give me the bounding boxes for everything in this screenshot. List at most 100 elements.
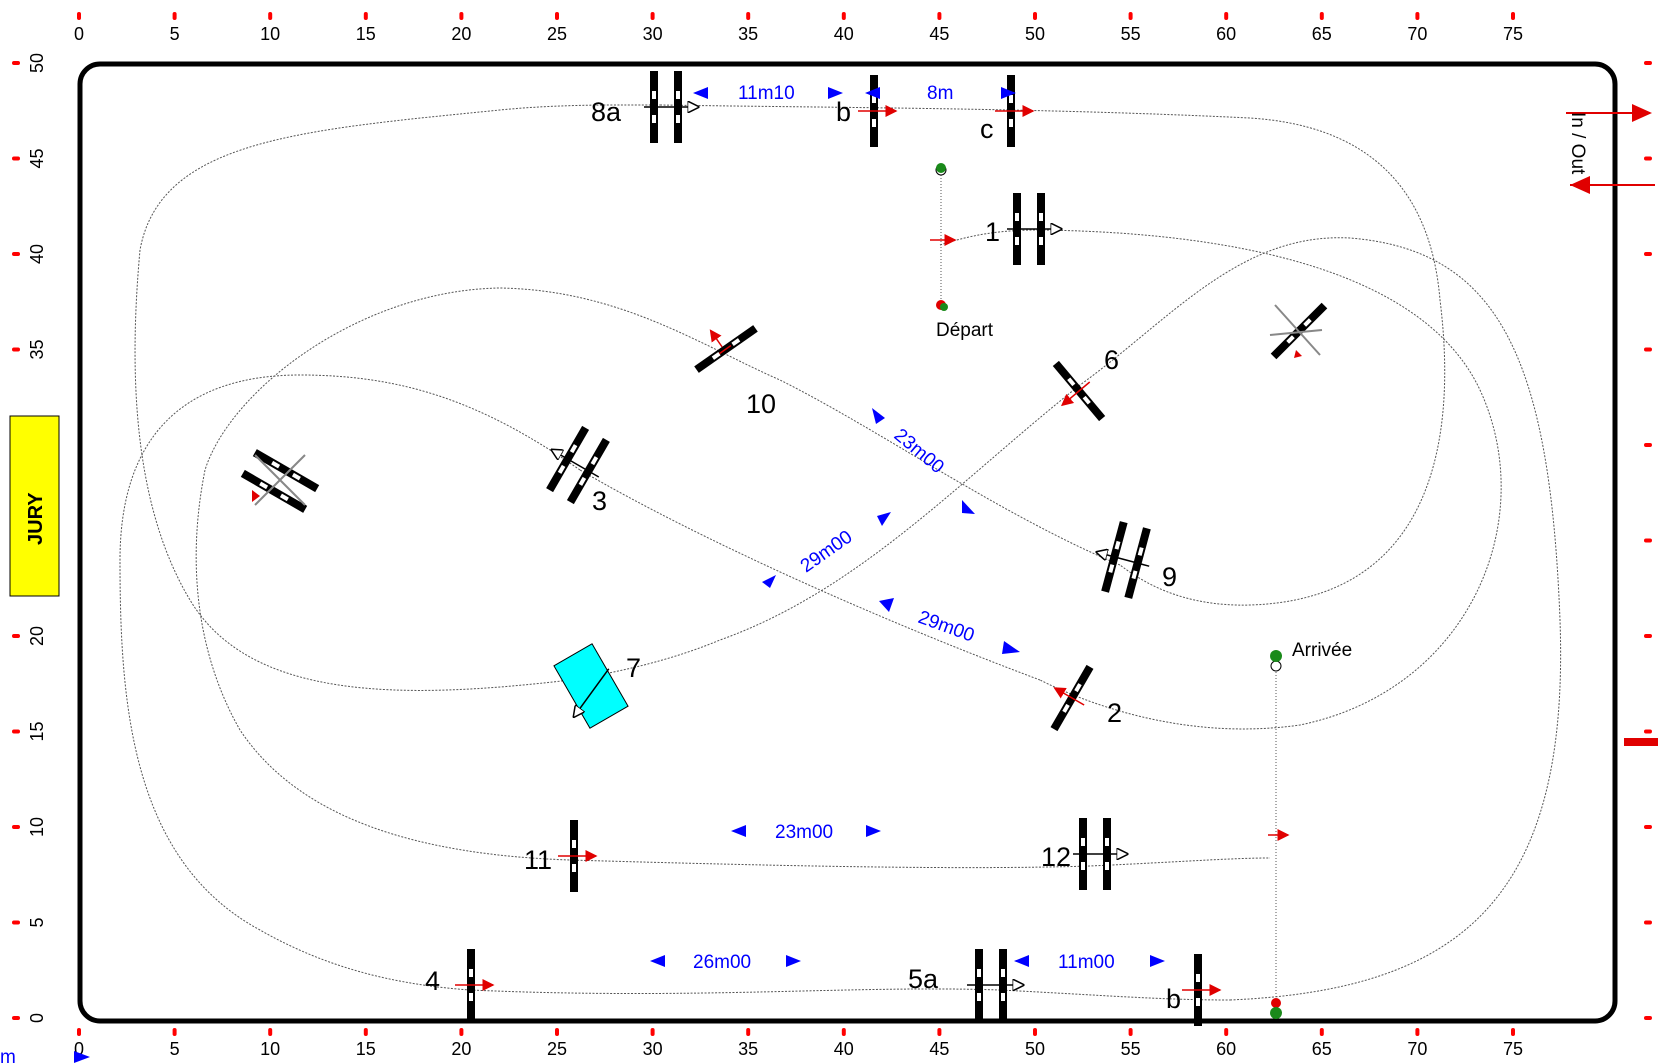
arena-border	[77, 61, 1618, 1024]
unused-obstacle-left	[240, 449, 320, 513]
y-tick-label: 10	[27, 817, 47, 837]
obstacle-8b: b	[836, 75, 898, 147]
y-tick-label: 15	[27, 721, 47, 741]
corner-fragment: m	[0, 1047, 90, 1064]
obstacle-3-number: 3	[592, 486, 607, 516]
distance-8b-8c: 8m	[865, 83, 1016, 104]
obstacle-5b-letter: b	[1166, 984, 1181, 1014]
x-tick-label: 40	[834, 1039, 854, 1059]
distance-11-12: 23m00	[731, 822, 881, 843]
x-ruler-tick	[1224, 1028, 1229, 1036]
y-ruler-tick	[12, 920, 20, 925]
y-tick-label: 35	[27, 339, 47, 359]
x-tick-label: 15	[356, 1039, 376, 1059]
entrance-exit: In / Out	[1566, 104, 1658, 746]
distance-7-6: 29m00	[762, 512, 891, 588]
svg-text:26m00: 26m00	[693, 952, 751, 973]
obstacle-5b: b	[1166, 954, 1222, 1026]
start-label: Départ	[936, 320, 994, 341]
x-ruler-tick	[937, 1028, 942, 1036]
obstacle-2: 2	[1050, 664, 1122, 732]
y-ruler-tick-right	[1644, 920, 1652, 925]
distance-4-5a: 26m00	[650, 952, 801, 973]
x-ruler-tick	[172, 1028, 177, 1036]
x-tick-label: 20	[451, 24, 471, 44]
obstacle-2-number: 2	[1107, 698, 1122, 728]
x-ruler-tick	[172, 12, 177, 20]
x-tick-label: 30	[643, 24, 663, 44]
track-9-to-10	[195, 287, 1121, 861]
x-tick-label: 70	[1407, 1039, 1427, 1059]
track-1-to-2	[1039, 229, 1502, 730]
x-axis-ruler-bottom: 0 5 10 15 20 25 30 35 40 45 50 55 60 65 70 75	[74, 1028, 1523, 1059]
x-ruler-tick	[77, 1028, 81, 1036]
x-ruler-tick	[1128, 12, 1133, 20]
x-tick-label: 65	[1312, 1039, 1332, 1059]
x-tick-label: 0	[74, 24, 84, 44]
x-tick-label: 50	[1025, 24, 1045, 44]
track-start-to-1	[939, 229, 1041, 246]
x-tick-label: 50	[1025, 1039, 1045, 1059]
x-tick-label: 75	[1503, 1039, 1523, 1059]
x-tick-label: 65	[1312, 24, 1332, 44]
x-ruler-tick	[459, 1028, 464, 1036]
x-tick-label: 40	[834, 24, 854, 44]
obstacle-8c: c	[980, 75, 1035, 147]
x-ruler-tick	[1415, 12, 1420, 20]
obstacle-8a-number: 8a	[591, 97, 622, 127]
svg-text:8m: 8m	[927, 83, 953, 104]
y-ruler-tick	[12, 1016, 20, 1020]
finish-line: Arrivée	[1268, 640, 1352, 1019]
distance-5a-5b: 11m00	[1014, 952, 1165, 973]
y-ruler-tick-right	[1644, 1016, 1652, 1020]
x-ruler-tick	[937, 12, 942, 20]
x-tick-label: 25	[547, 24, 567, 44]
x-ruler-tick	[555, 12, 559, 20]
x-ruler-tick	[1033, 12, 1037, 20]
x-tick-label: 5	[170, 24, 180, 44]
start-line: Départ	[930, 163, 994, 341]
x-tick-label: 35	[738, 24, 758, 44]
track-11-to-12	[569, 857, 1271, 869]
obstacle-5a: 5a	[908, 949, 1023, 1021]
x-tick-label: 20	[451, 1039, 471, 1059]
x-tick-label: 45	[929, 1039, 949, 1059]
y-tick-label: 5	[27, 917, 47, 927]
obstacle-6: 6	[1052, 345, 1119, 422]
x-ruler-tick	[1415, 1028, 1420, 1036]
x-ruler-tick	[1319, 1028, 1324, 1036]
entrance-label: In / Out	[1567, 112, 1588, 175]
obstacle-5a-number: 5a	[908, 964, 939, 994]
x-tick-label: 10	[260, 1039, 280, 1059]
x-ruler-tick	[841, 1028, 846, 1036]
distance-8a-8b: 11m10	[693, 83, 843, 104]
x-tick-label: 75	[1503, 24, 1523, 44]
y-ruler-tick	[12, 634, 20, 638]
x-tick-label: 55	[1121, 1039, 1141, 1059]
svg-text:23m00: 23m00	[890, 425, 948, 478]
svg-text:m: m	[0, 1047, 16, 1064]
svg-text:11m10: 11m10	[738, 83, 795, 104]
finish-label: Arrivée	[1292, 640, 1352, 661]
unused-obstacle-right	[1269, 302, 1328, 360]
jury-label: JURY	[25, 492, 47, 545]
track-4-to-5b	[469, 988, 1231, 1001]
y-ruler-tick	[12, 729, 20, 734]
obstacle-7: 7	[553, 643, 641, 729]
obstacle-1-number: 1	[985, 217, 1000, 247]
y-tick-label: 45	[27, 148, 47, 168]
x-tick-label: 35	[738, 1039, 758, 1059]
x-tick-label: 5	[170, 1039, 180, 1059]
y-tick-label: 0	[27, 1013, 47, 1023]
x-ruler-tick	[1128, 1028, 1133, 1036]
x-tick-label: 0	[74, 1039, 84, 1059]
x-tick-label: 70	[1407, 24, 1427, 44]
x-ruler-tick	[1033, 1028, 1037, 1036]
track-2-to-3	[579, 469, 1041, 681]
y-ruler-tick-right	[1644, 61, 1652, 65]
distance-10-9: 23m00	[872, 408, 975, 514]
x-ruler-tick	[746, 12, 751, 20]
obstacle-11: 11	[524, 820, 598, 892]
x-ruler-tick	[1511, 1028, 1515, 1036]
x-tick-label: 10	[260, 24, 280, 44]
